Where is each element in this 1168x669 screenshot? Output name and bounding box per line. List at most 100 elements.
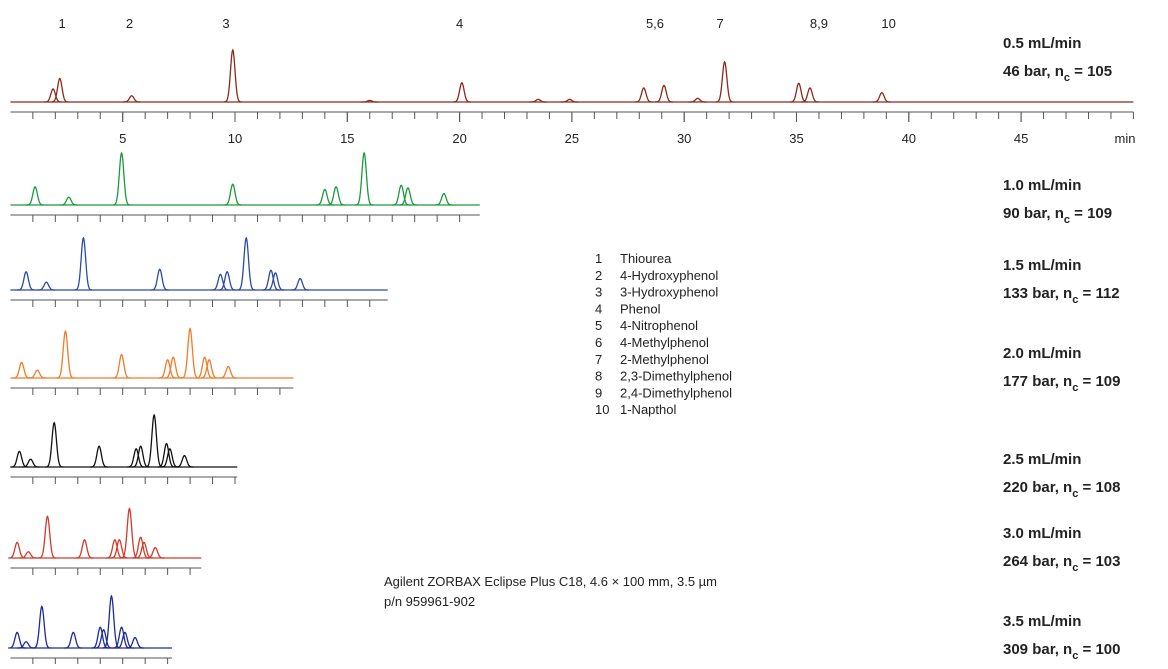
legend-name: Phenol <box>620 301 661 316</box>
condition-label: 133 bar, nc = 112 <box>1003 285 1120 306</box>
x-tick-label: 5 <box>119 131 126 146</box>
peak <box>120 507 139 559</box>
peak <box>126 636 145 649</box>
flow-label: 3.5 mL/min <box>1003 613 1081 630</box>
x-tick-label: 25 <box>565 131 579 146</box>
condition-text: 177 bar, n <box>1003 373 1072 390</box>
legend-number: 3 <box>595 285 602 300</box>
peak <box>789 82 808 103</box>
peak <box>91 626 110 649</box>
peak <box>75 539 94 559</box>
legend-name: Thiourea <box>620 251 672 266</box>
flow-label: 2.5 mL/min <box>1003 451 1081 468</box>
peak <box>112 353 131 379</box>
peak <box>115 631 134 649</box>
condition-text: = 108 <box>1078 479 1120 496</box>
peak <box>355 151 374 206</box>
caption: p/n 959961-902 <box>384 594 475 609</box>
legend-number: 2 <box>595 268 602 283</box>
peak <box>200 359 219 379</box>
x-tick-label: 40 <box>902 131 916 146</box>
condition-label: 264 bar, nc = 103 <box>1003 553 1120 574</box>
legend-number: 4 <box>595 301 602 316</box>
peak <box>44 88 63 103</box>
peak-label: 1 <box>58 16 65 31</box>
peak <box>223 183 242 206</box>
condition-subscript: c <box>1072 562 1078 574</box>
legend-name: 4-Nitrophenol <box>620 318 698 333</box>
peak <box>223 48 242 103</box>
peak <box>110 539 129 559</box>
flow-label: 3.0 mL/min <box>1003 525 1081 542</box>
legend-name: 3-Hydroxyphenol <box>620 285 718 300</box>
peak <box>800 87 819 103</box>
condition-text: = 103 <box>1078 553 1120 570</box>
peak-label: 3 <box>222 16 229 31</box>
peak <box>164 356 183 379</box>
peak <box>56 329 75 379</box>
peak <box>90 445 109 468</box>
flow-label: 1.5 mL/min <box>1003 257 1081 274</box>
condition-label: 177 bar, nc = 109 <box>1003 373 1120 394</box>
condition-text: = 112 <box>1078 285 1119 302</box>
flow-label: 2.0 mL/min <box>1003 345 1081 362</box>
x-tick-label: 20 <box>452 131 466 146</box>
legend-number: 7 <box>595 352 602 367</box>
x-tick-label: 35 <box>789 131 803 146</box>
legend-name: 2-Methylphenol <box>620 352 709 367</box>
flow-label: 1.0 mL/min <box>1003 177 1081 194</box>
peak <box>261 269 280 291</box>
peak <box>59 196 78 206</box>
peak <box>872 91 891 103</box>
peak <box>434 192 453 206</box>
peak <box>181 327 200 379</box>
legend-number: 5 <box>595 318 602 333</box>
condition-text: 309 bar, n <box>1003 641 1072 658</box>
condition-subscript: c <box>1072 294 1078 306</box>
peak <box>102 594 121 649</box>
peak <box>211 273 230 291</box>
peak-label: 7 <box>717 16 724 31</box>
peak <box>452 81 471 103</box>
legend-name: 4-Hydroxyphenol <box>620 268 718 283</box>
condition-subscript: c <box>1064 214 1070 226</box>
peak <box>291 277 310 291</box>
legend-number: 10 <box>595 402 609 417</box>
condition-text: 90 bar, n <box>1003 205 1064 222</box>
peak-label: 5,6 <box>646 16 664 31</box>
peak <box>21 458 40 468</box>
peak <box>17 271 36 291</box>
peak <box>529 98 548 103</box>
peak <box>634 87 653 103</box>
peak <box>37 281 56 291</box>
peak <box>28 369 47 379</box>
peak <box>127 448 146 468</box>
peak <box>266 272 285 291</box>
peak <box>195 356 214 379</box>
peak-label: 8,9 <box>810 16 828 31</box>
x-tick-label: 10 <box>228 131 242 146</box>
peak <box>19 551 38 559</box>
peak <box>688 97 707 103</box>
peak <box>158 359 177 379</box>
legend-name: 2,3-Dimethylphenol <box>620 369 732 384</box>
peak <box>715 60 734 103</box>
peak <box>45 421 64 468</box>
peak <box>146 546 165 559</box>
legend-number: 9 <box>595 385 602 400</box>
condition-text: = 109 <box>1070 205 1112 222</box>
peak <box>112 151 131 206</box>
x-tick-label: 45 <box>1014 131 1028 146</box>
peak <box>122 95 141 103</box>
peak <box>8 541 27 559</box>
x-tick-label: 30 <box>677 131 691 146</box>
peak <box>237 236 256 291</box>
peak <box>218 271 237 291</box>
condition-label: 220 bar, nc = 108 <box>1003 479 1120 500</box>
peak <box>398 187 417 206</box>
condition-subscript: c <box>1072 650 1078 662</box>
condition-label: 90 bar, nc = 109 <box>1003 205 1112 226</box>
peak <box>12 361 31 379</box>
